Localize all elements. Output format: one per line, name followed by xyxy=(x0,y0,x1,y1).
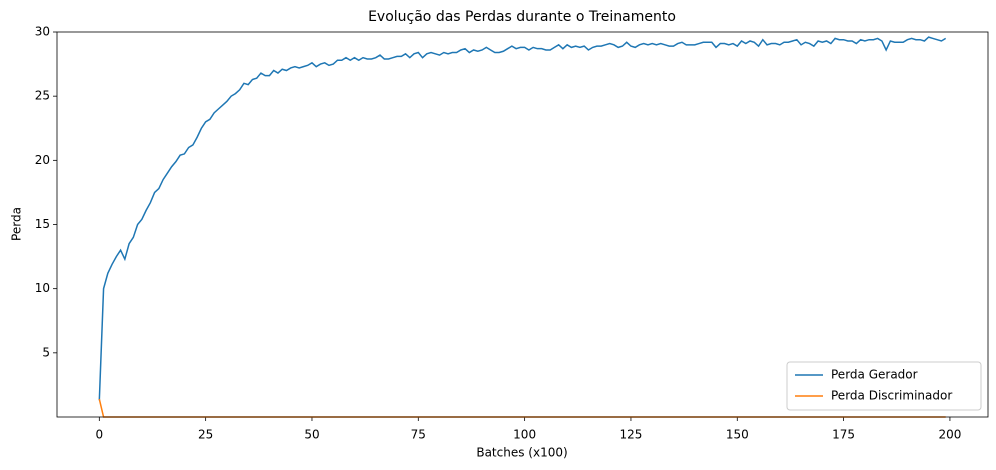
x-tick-label: 0 xyxy=(95,428,103,442)
x-tick-label: 150 xyxy=(726,428,749,442)
legend-label: Perda Gerador xyxy=(831,368,918,382)
y-tick-label: 10 xyxy=(35,281,50,295)
y-tick-label: 25 xyxy=(35,89,50,103)
y-tick-label: 20 xyxy=(35,153,50,167)
legend-label: Perda Discriminador xyxy=(831,389,952,403)
x-tick-label: 200 xyxy=(938,428,961,442)
x-tick-label: 175 xyxy=(832,428,855,442)
x-tick-label: 25 xyxy=(198,428,213,442)
x-tick-label: 75 xyxy=(411,428,426,442)
y-tick-label: 15 xyxy=(35,217,50,231)
legend-box xyxy=(786,361,982,411)
x-tick-label: 100 xyxy=(513,428,536,442)
chart-title: Evolução das Perdas durante o Treinament… xyxy=(368,9,676,25)
y-tick-label: 5 xyxy=(42,345,50,359)
x-tick-label: 125 xyxy=(620,428,643,442)
plot-frame xyxy=(56,31,989,418)
y-tick-label: 30 xyxy=(35,25,50,39)
y-axis-label: Perda xyxy=(10,207,24,241)
x-tick-label: 50 xyxy=(304,428,319,442)
x-axis-label: Batches (x100) xyxy=(476,446,567,460)
line-series xyxy=(98,36,947,401)
